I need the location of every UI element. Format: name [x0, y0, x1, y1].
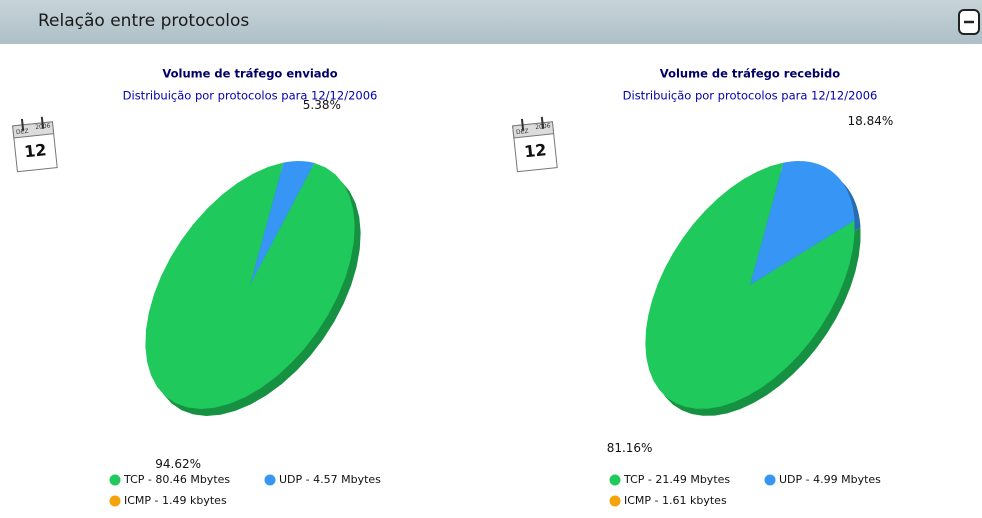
legend-dot [609, 474, 621, 486]
pie-slice [645, 162, 855, 409]
collapse-button[interactable] [958, 9, 980, 35]
slice-label: 81.16% [607, 441, 653, 455]
chart-title: Volume de tráfego enviado [162, 67, 337, 81]
header-bar [0, 0, 982, 44]
calendar-icon: DEZ 2006 12 [12, 116, 58, 173]
legend-label: ICMP - 1.49 kbytes [124, 494, 227, 507]
calendar-year: 2006 [535, 123, 551, 132]
pie-slice [750, 161, 855, 285]
calendar-ring [20, 118, 25, 131]
calendar-icon: DEZ 2006 12 [512, 116, 558, 173]
legend-dot [109, 474, 121, 486]
legend-label: UDP - 4.57 Mbytes [279, 473, 381, 486]
legend-dot [764, 474, 776, 486]
chart-subtitle: Distribuição por protocolos para 12/12/2… [623, 89, 878, 103]
legend-dot [609, 495, 621, 507]
legend-label: TCP - 80.46 Mbytes [123, 473, 230, 486]
slice-label: 5.38% [303, 98, 341, 112]
legend-dot [109, 495, 121, 507]
chart-subtitle: Distribuição por protocolos para 12/12/2… [123, 89, 378, 103]
legend-label: TCP - 21.49 Mbytes [623, 473, 730, 486]
pie-slice [250, 161, 315, 285]
slice-label: 18.84% [848, 114, 894, 128]
calendar-ring [540, 116, 545, 129]
slice-label: 94.62% [155, 457, 201, 471]
pie-slice [145, 162, 355, 409]
chart-title: Volume de tráfego recebido [660, 67, 840, 81]
header-title: Relação entre protocolos [38, 11, 249, 31]
calendar-ring [520, 118, 525, 131]
calendar-ring [40, 116, 45, 129]
calendar-month: DEZ [516, 128, 529, 136]
calendar-year: 2006 [35, 123, 51, 132]
calendar-day: 12 [523, 140, 547, 161]
legend-label: UDP - 4.99 Mbytes [779, 473, 881, 486]
calendar-month: DEZ [16, 128, 29, 136]
calendar-day: 12 [23, 140, 47, 161]
legend-dot [264, 474, 276, 486]
legend-label: ICMP - 1.61 kbytes [624, 494, 727, 507]
